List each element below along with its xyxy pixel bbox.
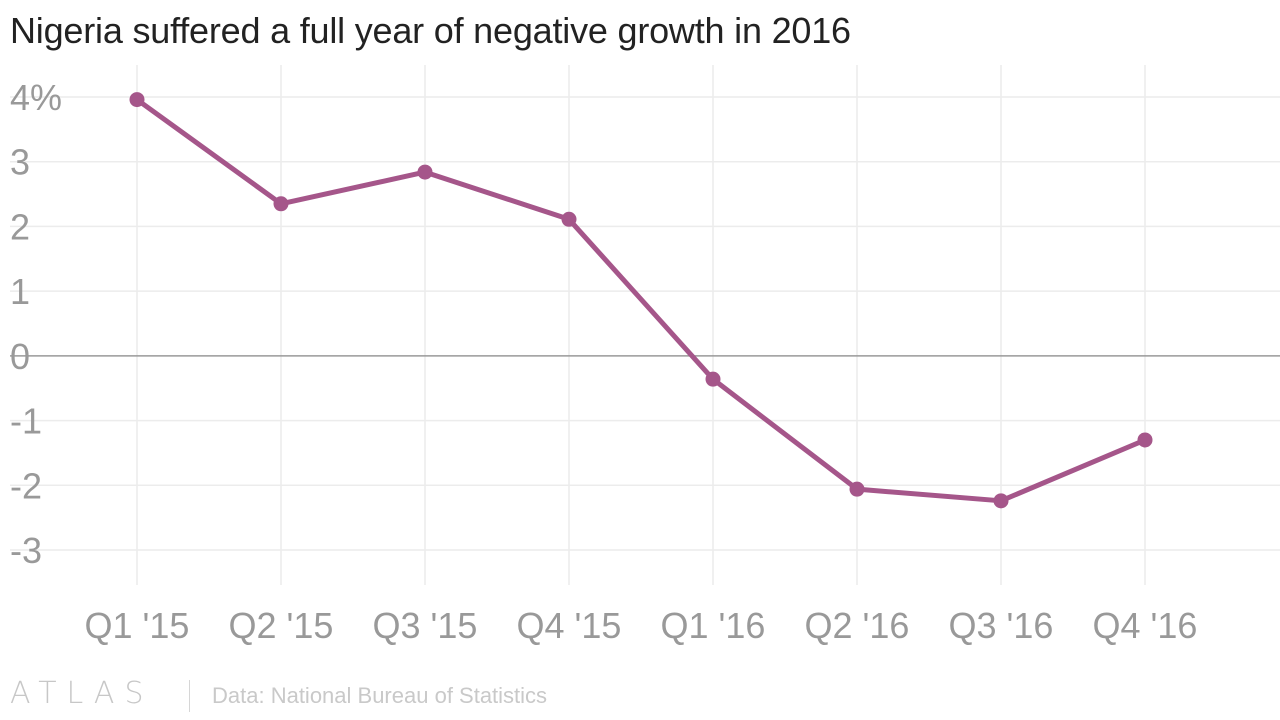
y-tick-label: 4%: [10, 77, 62, 118]
grid-lines: [10, 65, 1280, 585]
series-line: [134, 97, 1148, 504]
data-point: [561, 211, 577, 227]
y-tick-label: -1: [10, 401, 42, 442]
y-tick-label: 0: [10, 336, 30, 377]
footer: ATLAS Data: National Bureau of Statistic…: [0, 676, 1280, 716]
data-points: [129, 92, 1153, 509]
y-tick-label: 3: [10, 142, 30, 183]
data-source: Data: National Bureau of Statistics: [212, 683, 548, 708]
x-tick-label: Q2 '16: [805, 605, 910, 646]
x-tick-label: Q3 '16: [949, 605, 1054, 646]
x-tick-label: Q1 '15: [85, 605, 190, 646]
y-tick-label: -2: [10, 465, 42, 506]
x-tick-label: Q4 '15: [517, 605, 622, 646]
x-tick-label: Q2 '15: [229, 605, 334, 646]
data-point: [129, 92, 145, 108]
y-tick-label: 2: [10, 206, 30, 247]
data-point: [849, 481, 865, 497]
data-point: [1137, 432, 1153, 448]
x-tick-label: Q3 '15: [373, 605, 478, 646]
data-point: [993, 493, 1009, 509]
chart-title: Nigeria suffered a full year of negative…: [10, 10, 851, 51]
x-tick-label: Q4 '16: [1093, 605, 1198, 646]
atlas-logo: ATLAS: [10, 676, 154, 711]
footer-divider: [189, 680, 190, 712]
data-point: [273, 196, 289, 212]
y-axis-ticks: 4% 3 2 1 0 -1 -2 -3: [10, 77, 62, 571]
data-point: [417, 164, 433, 180]
x-axis-ticks: Q1 '15 Q2 '15 Q3 '15 Q4 '15 Q1 '16 Q2 '16 Q3 '…: [85, 605, 1198, 646]
x-tick-label: Q1 '16: [661, 605, 766, 646]
y-tick-label: -3: [10, 530, 42, 571]
series-line-path: [134, 97, 1148, 504]
y-tick-label: 1: [10, 271, 30, 312]
data-point: [705, 371, 721, 387]
